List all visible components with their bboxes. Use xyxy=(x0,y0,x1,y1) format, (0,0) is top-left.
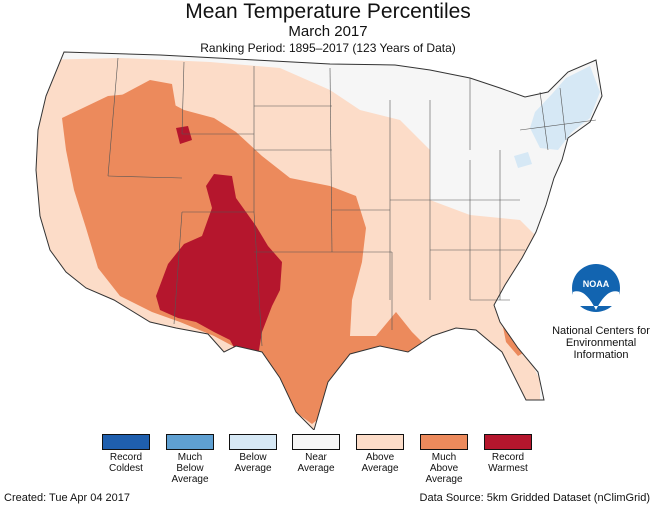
legend-near: Near Average xyxy=(286,434,346,474)
legend-label: Much Above Average xyxy=(425,452,463,485)
much-above-average-idaho xyxy=(120,80,176,116)
legend-swatch xyxy=(166,434,214,450)
legend-label: Record Coldest xyxy=(109,452,143,474)
legend-swatch xyxy=(292,434,340,450)
legend-label: Below Average xyxy=(234,452,272,474)
legend-much-above: Much Above Average xyxy=(414,434,474,485)
below-average-northeast xyxy=(530,66,600,150)
noaa-logo-text: NOAA xyxy=(583,279,610,289)
legend-much-below: Much Below Average xyxy=(160,434,220,485)
legend-swatch xyxy=(102,434,150,450)
noaa-logo: NOAA xyxy=(572,264,620,312)
legend-swatch xyxy=(229,434,277,450)
legend-below: Below Average xyxy=(223,434,283,474)
legend-record-coldest: Record Coldest xyxy=(96,434,156,474)
legend-swatch xyxy=(356,434,404,450)
record-warmest-region xyxy=(156,174,282,368)
data-source: Data Source: 5km Gridded Dataset (nClimG… xyxy=(419,492,650,504)
legend-label: Near Average xyxy=(297,452,335,474)
ncei-line-2: Environmental xyxy=(565,337,637,349)
ranking-period: Ranking Period: 1895–2017 (123 Years of … xyxy=(200,41,456,55)
legend-label: Record Warmest xyxy=(488,452,528,474)
legend-label: Much Below Average xyxy=(171,452,209,485)
created-date: Created: Tue Apr 04 2017 xyxy=(4,492,130,504)
ncei-line-3: Information xyxy=(573,349,629,361)
ncei-line-1: National Centers for xyxy=(552,325,650,337)
state-boundaries xyxy=(107,57,597,347)
legend-label: Above Average xyxy=(361,452,399,474)
ncei-label: National Centers for Environmental Infor… xyxy=(546,325,656,361)
map-subtitle: March 2017 xyxy=(288,23,368,40)
legend-record-warmest: Record Warmest xyxy=(478,434,538,474)
below-average-appalachia xyxy=(514,152,532,168)
us-outline xyxy=(35,51,603,430)
legend-above: Above Average xyxy=(350,434,410,474)
legend-swatch xyxy=(420,434,468,450)
above-average-northern-plains xyxy=(270,106,360,155)
legend-swatch xyxy=(484,434,532,450)
record-warmest-wyoming xyxy=(176,126,192,144)
map-title: Mean Temperature Percentiles xyxy=(185,0,471,23)
us-temperature-map xyxy=(35,51,603,430)
